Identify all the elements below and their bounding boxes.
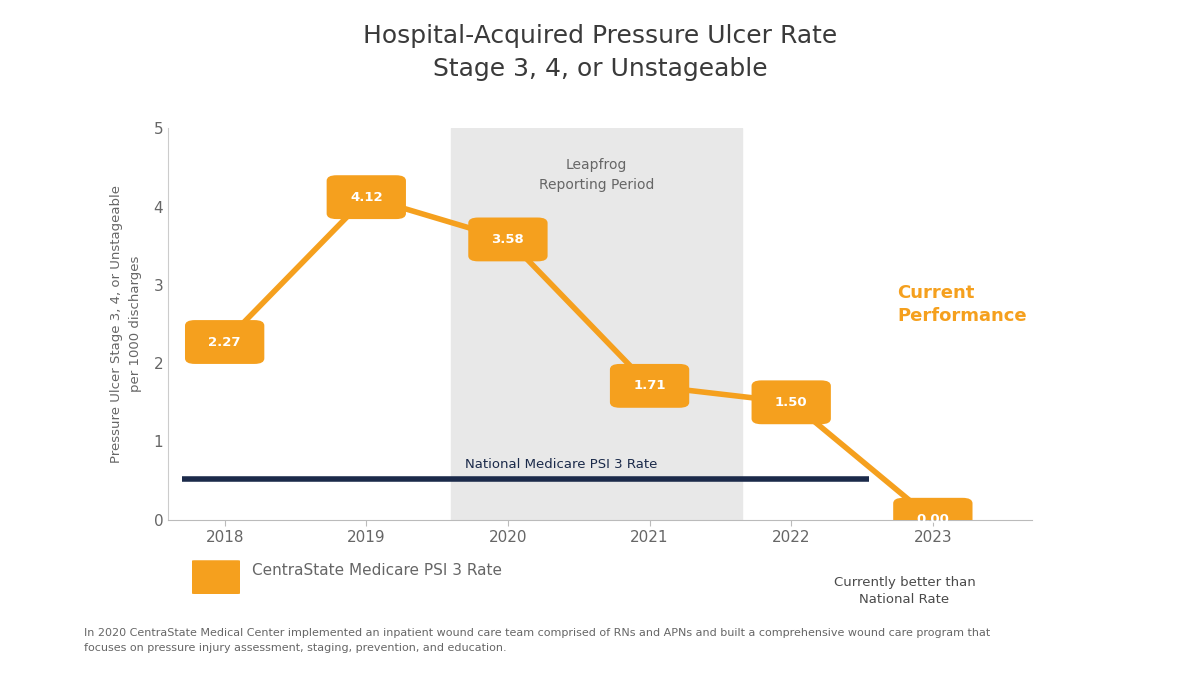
Text: Current
Performance: Current Performance xyxy=(898,284,1027,325)
Text: In 2020 CentraState Medical Center implemented an inpatient wound care team comp: In 2020 CentraState Medical Center imple… xyxy=(84,628,990,653)
Text: Currently better than
National Rate: Currently better than National Rate xyxy=(834,576,976,606)
Text: Hospital-Acquired Pressure Ulcer Rate: Hospital-Acquired Pressure Ulcer Rate xyxy=(362,24,838,48)
Text: CentraState Medicare PSI 3 Rate: CentraState Medicare PSI 3 Rate xyxy=(252,563,502,578)
Text: 3.58: 3.58 xyxy=(492,233,524,246)
FancyBboxPatch shape xyxy=(468,217,547,261)
Text: National Medicare PSI 3 Rate: National Medicare PSI 3 Rate xyxy=(466,458,658,471)
Y-axis label: Pressure Ulcer Stage 3, 4, or Unstageable
per 1000 discharges: Pressure Ulcer Stage 3, 4, or Unstageabl… xyxy=(110,185,143,463)
FancyBboxPatch shape xyxy=(326,176,406,219)
FancyBboxPatch shape xyxy=(893,498,972,541)
FancyBboxPatch shape xyxy=(190,560,242,594)
Text: 1.71: 1.71 xyxy=(634,379,666,392)
Text: 4.12: 4.12 xyxy=(350,190,383,204)
Text: 1.50: 1.50 xyxy=(775,396,808,409)
FancyBboxPatch shape xyxy=(610,364,689,408)
FancyBboxPatch shape xyxy=(751,381,830,424)
Bar xyxy=(451,128,742,520)
Text: Leapfrog
Reporting Period: Leapfrog Reporting Period xyxy=(539,158,654,192)
FancyBboxPatch shape xyxy=(185,320,264,364)
Text: Stage 3, 4, or Unstageable: Stage 3, 4, or Unstageable xyxy=(433,57,767,82)
Text: 0.00: 0.00 xyxy=(917,513,949,526)
Text: 2.27: 2.27 xyxy=(209,335,241,348)
